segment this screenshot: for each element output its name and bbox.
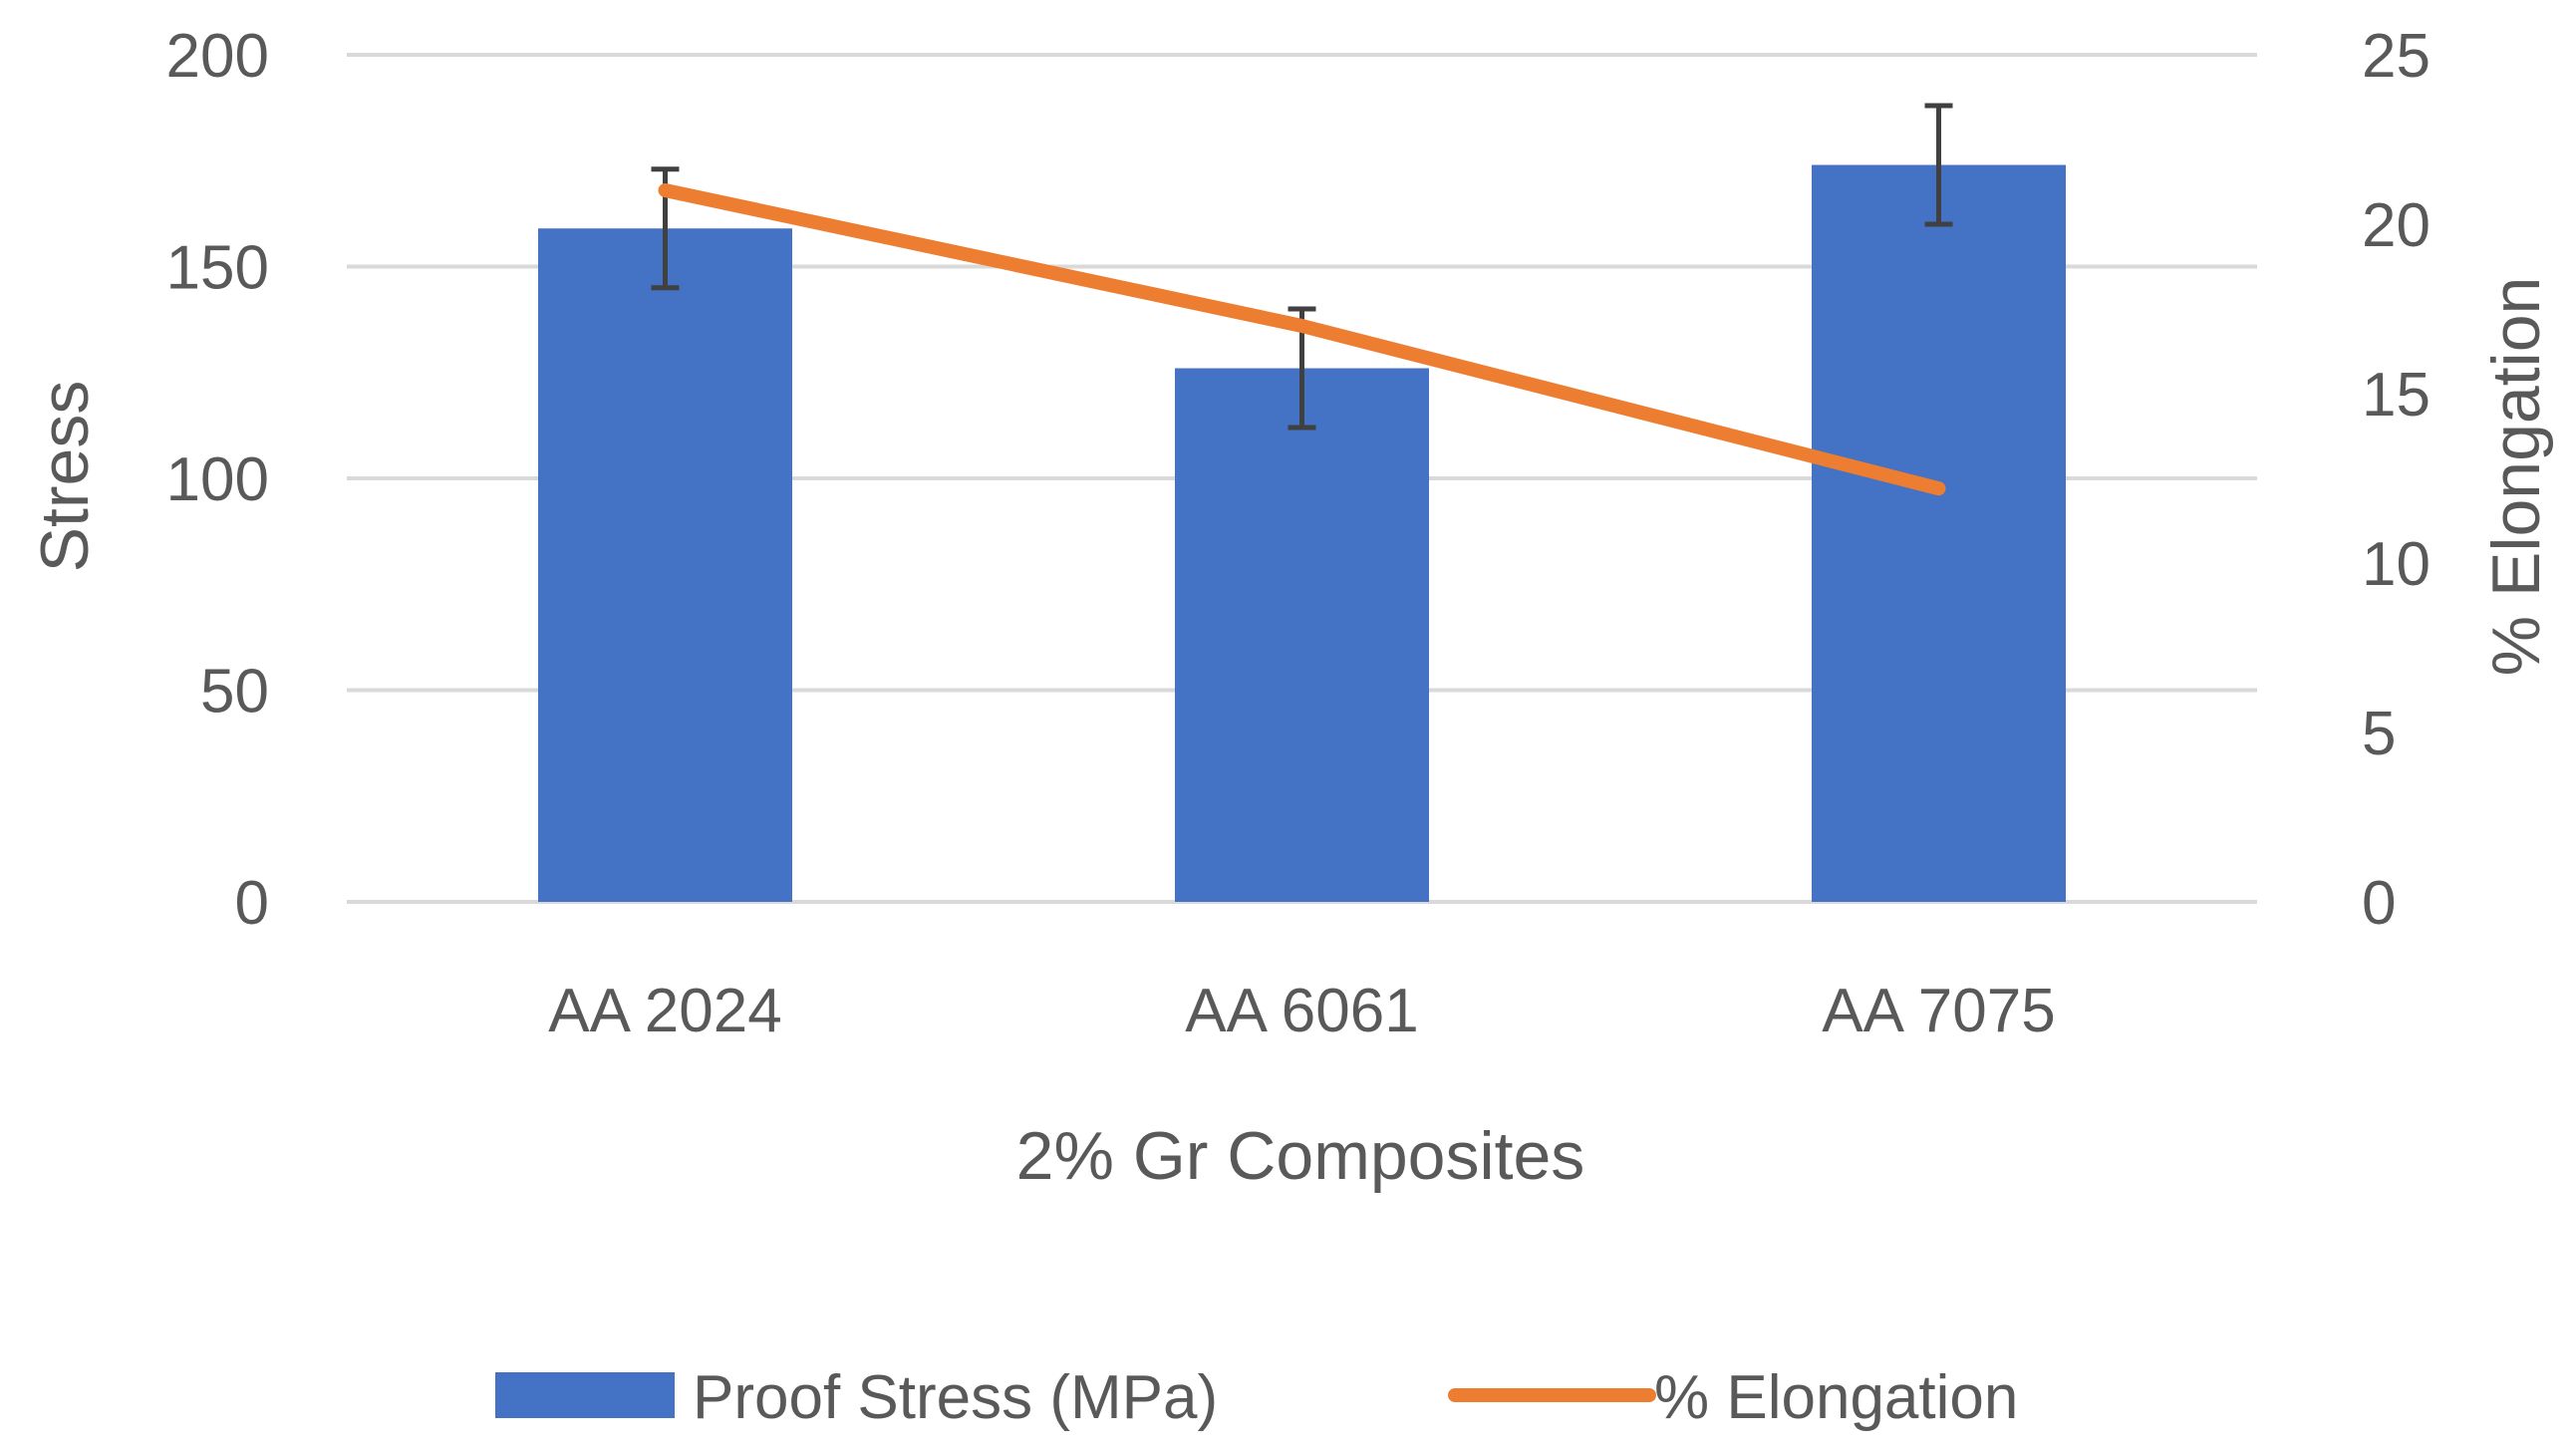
category-label: AA 7075 xyxy=(1822,977,2055,1045)
x-axis-title: 2% Gr Composites xyxy=(1016,1118,1585,1194)
bar-series xyxy=(538,164,2066,902)
legend-label-proof-stress: Proof Stress (MPa) xyxy=(693,1363,1218,1432)
y2-tick-label: 10 xyxy=(2362,530,2431,599)
y-tick-label: 150 xyxy=(166,234,269,303)
right-axis-ticks: 0 5 10 15 20 25 xyxy=(2362,22,2431,938)
category-label: AA 6061 xyxy=(1185,977,1418,1045)
legend-label-elongation: % Elongation xyxy=(1654,1363,2018,1432)
line-series xyxy=(658,183,1946,496)
legend: Proof Stress (MPa) % Elongation xyxy=(495,1363,2018,1432)
bar-aa-2024 xyxy=(538,228,792,902)
y-tick-label: 100 xyxy=(166,445,269,514)
bar-aa-7075 xyxy=(1812,164,2066,902)
y-tick-label: 50 xyxy=(200,658,269,726)
category-label: AA 2024 xyxy=(548,977,781,1045)
bar-aa-6061 xyxy=(1175,368,1429,902)
elongation-line xyxy=(658,183,1946,496)
category-labels: AA 2024 AA 6061 AA 7075 xyxy=(548,977,2055,1045)
y-tick-label: 200 xyxy=(166,22,269,91)
y-tick-label: 0 xyxy=(235,869,269,938)
y2-tick-label: 20 xyxy=(2362,191,2431,260)
left-axis-ticks: 0 50 100 150 200 xyxy=(166,22,269,938)
error-bar xyxy=(1924,103,1953,227)
y2-tick-label: 0 xyxy=(2362,869,2396,938)
y2-axis-title: % Elongation xyxy=(2478,277,2554,677)
y2-tick-label: 15 xyxy=(2362,361,2431,430)
y-axis-title: Stress xyxy=(27,381,103,573)
y2-tick-label: 25 xyxy=(2362,22,2431,91)
y2-tick-label: 5 xyxy=(2362,700,2396,768)
legend-swatch-proof-stress xyxy=(495,1372,675,1418)
